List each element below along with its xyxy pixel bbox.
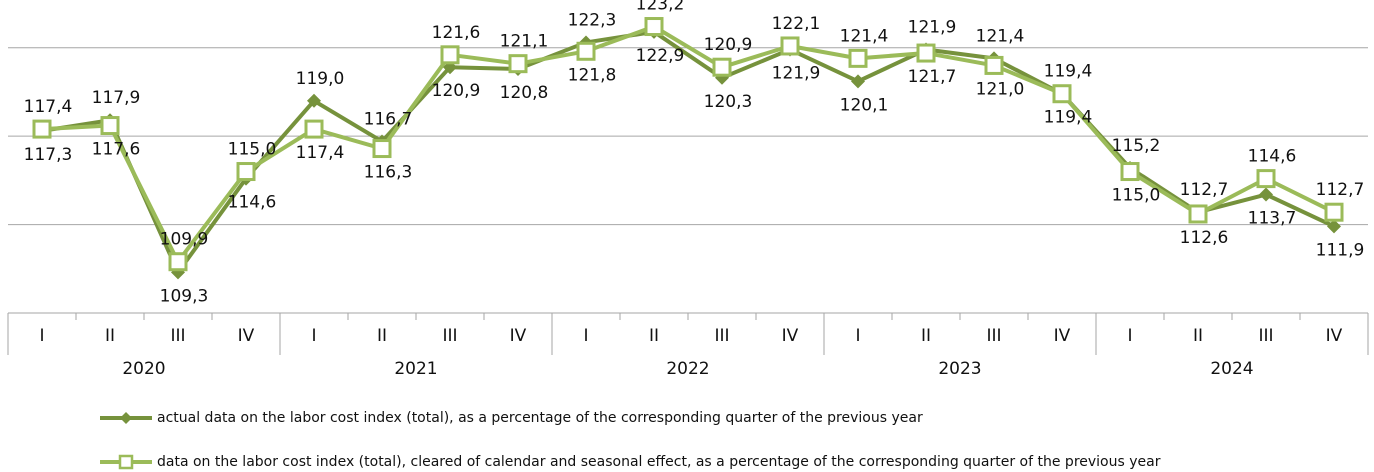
point (780, 36, 800, 56)
x-tick-label: III (714, 326, 729, 346)
point (848, 48, 868, 68)
point (644, 17, 664, 37)
data-label: 112,7 (1180, 180, 1229, 200)
data-label: 117,6 (92, 140, 141, 160)
point (1256, 169, 1276, 189)
legend-marker (118, 454, 134, 470)
data-label: 109,3 (160, 286, 209, 306)
data-label: 119,0 (296, 69, 345, 89)
point (1188, 204, 1208, 224)
point (372, 139, 392, 159)
x-tick-label: III (170, 326, 185, 346)
legend-marker (120, 412, 132, 424)
data-label: 116,3 (364, 163, 413, 183)
x-tick-label: II (649, 326, 659, 346)
point (712, 57, 732, 77)
data-label: 115,2 (1112, 136, 1161, 156)
point (304, 119, 324, 139)
series-line (41, 24, 1335, 264)
data-label: 121,1 (500, 32, 549, 52)
point (916, 43, 936, 63)
data-label: 121,9 (772, 64, 821, 84)
data-label: 120,9 (704, 35, 753, 55)
data-label: 117,4 (24, 97, 73, 117)
data-label: 121,9 (908, 18, 957, 38)
group-label: 2023 (938, 359, 981, 379)
data-label: 120,8 (500, 83, 549, 103)
point (576, 41, 596, 61)
point (236, 162, 256, 182)
point (851, 74, 865, 89)
x-tick-label: III (1258, 326, 1273, 346)
data-label: 121,4 (976, 26, 1025, 46)
x-tick-label: I (855, 326, 860, 346)
data-label: 114,6 (228, 193, 277, 213)
data-label: 119,4 (1044, 62, 1093, 82)
data-label: 116,7 (364, 109, 413, 129)
x-tick-label: IV (510, 326, 527, 346)
data-label: 122,3 (568, 10, 617, 30)
point (1259, 187, 1273, 202)
data-label: 114,6 (1248, 147, 1297, 167)
data-label: 120,9 (432, 81, 481, 101)
data-label: 122,9 (636, 46, 685, 66)
data-label: 121,6 (432, 23, 481, 43)
data-label: 112,7 (1316, 180, 1365, 200)
x-tick-label: II (105, 326, 115, 346)
data-label: 119,4 (1044, 108, 1093, 128)
data-label: 115,0 (228, 140, 277, 160)
point (508, 54, 528, 74)
x-tick-label: IV (1054, 326, 1071, 346)
group-label: 2020 (122, 359, 165, 379)
legend-label: actual data on the labor cost index (tot… (157, 410, 923, 426)
group-label: 2024 (1210, 359, 1253, 379)
data-label: 121,8 (568, 65, 617, 85)
x-tick-label: II (921, 326, 931, 346)
group-label: 2021 (394, 359, 437, 379)
x-tick-label: I (583, 326, 588, 346)
point (100, 116, 120, 136)
data-label: 111,9 (1316, 240, 1365, 260)
data-label: 115,0 (1112, 186, 1161, 206)
data-label: 120,1 (840, 95, 889, 115)
x-tick-label: III (986, 326, 1001, 346)
legend-label: data on the labor cost index (total), cl… (157, 454, 1161, 470)
x-tick-label: III (442, 326, 457, 346)
x-tick-label: IV (782, 326, 799, 346)
x-tick-label: IV (238, 326, 255, 346)
x-tick-label: I (1127, 326, 1132, 346)
point (1120, 162, 1140, 182)
data-label: 121,0 (976, 79, 1025, 99)
data-label: 121,4 (840, 26, 889, 46)
data-label: 113,7 (1248, 209, 1297, 229)
data-label: 112,6 (1180, 228, 1229, 248)
data-label: 109,9 (160, 230, 209, 250)
data-label: 117,4 (296, 143, 345, 163)
group-label: 2022 (666, 359, 709, 379)
data-label: 123,2 (636, 0, 685, 15)
data-label: 120,3 (704, 92, 753, 112)
x-tick-label: II (377, 326, 387, 346)
point (984, 55, 1004, 75)
x-tick-label: I (311, 326, 316, 346)
data-label: 122,1 (772, 14, 821, 34)
data-label: 117,9 (92, 88, 141, 108)
point (307, 93, 321, 108)
x-tick-label: II (1193, 326, 1203, 346)
point (168, 252, 188, 272)
x-tick-label: I (39, 326, 44, 346)
point (32, 119, 52, 139)
point (440, 45, 460, 65)
x-tick-label: IV (1326, 326, 1343, 346)
data-label: 117,3 (24, 145, 73, 165)
point (1327, 219, 1341, 234)
point (1052, 84, 1072, 104)
data-label: 121,7 (908, 67, 957, 87)
point (1324, 202, 1344, 222)
